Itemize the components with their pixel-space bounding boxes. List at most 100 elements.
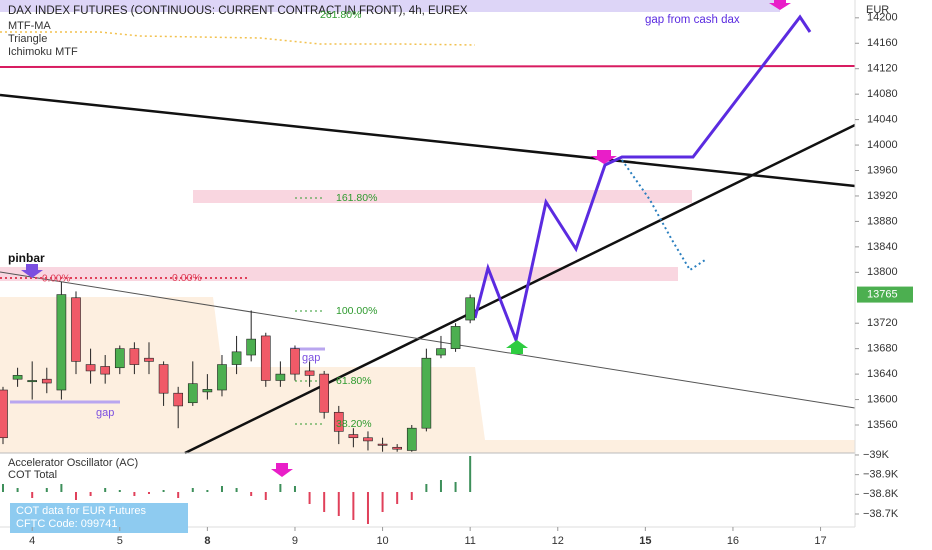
x-tick-label: 17 [814, 535, 826, 547]
ac-bar [469, 456, 472, 492]
y-tick-label: 13720 [867, 317, 898, 329]
candle-body [187, 383, 198, 404]
y2-tick-label: −39K [863, 449, 890, 461]
candle-body [275, 373, 286, 381]
ac-bar [177, 492, 180, 498]
panel-label: COT Total [8, 469, 57, 481]
ac-bar [396, 492, 399, 504]
x-tick-label: 12 [552, 535, 564, 547]
indicator: MTF-MA [8, 20, 51, 32]
ac-bar [323, 492, 326, 512]
chart-title: DAX INDEX FUTURES (CONTINUOUS: CURRENT C… [8, 5, 468, 17]
indicator: Ichimoku MTF [8, 46, 78, 58]
candle-body [173, 392, 184, 407]
ac-bar [352, 492, 355, 520]
annotation: 38.20% [336, 418, 372, 430]
candle-body [260, 335, 271, 381]
candle-body [465, 297, 475, 321]
ac-bar [235, 488, 238, 492]
x-tick-label: 8 [204, 535, 210, 547]
ac-bar [425, 484, 428, 492]
ac-bar [206, 490, 209, 492]
x-tick-label: 4 [29, 535, 35, 547]
ac-bar [250, 492, 253, 496]
ac-bar [147, 492, 150, 494]
texts: DAX INDEX FUTURES (CONTINUOUS: CURRENT C… [8, 4, 889, 530]
annotation: 0.00% [172, 272, 202, 284]
y-tick-label: 14040 [867, 114, 898, 126]
trend-up [184, 123, 856, 455]
ac-bar [31, 492, 34, 498]
ac-bar [366, 492, 369, 524]
ac-bar [162, 490, 165, 492]
projection [473, 14, 812, 346]
candle-body [27, 380, 38, 383]
trend-down [0, 93, 856, 188]
candle-body [304, 370, 315, 376]
y2-tick-label: −38.8K [863, 488, 899, 500]
annotation: pinbar [8, 251, 45, 265]
ac-bar [118, 490, 121, 492]
candle-body [129, 348, 140, 365]
candle-body [436, 348, 446, 356]
annotation: 161.80% [336, 192, 377, 204]
ac-bar [439, 480, 442, 492]
ac-bar [279, 484, 282, 492]
candle-body [421, 357, 432, 429]
y-tick-label: 13680 [867, 343, 898, 355]
ac-bar [16, 488, 19, 492]
note: COT data for EUR Futures [16, 505, 147, 517]
note: CFTC Code: 099741 [16, 518, 118, 530]
candle-body [85, 364, 96, 372]
candle-body [144, 357, 154, 362]
annotation: 261.80% [320, 9, 361, 21]
triangle-line [0, 271, 856, 409]
candle-body [114, 348, 125, 369]
ac-bar [60, 484, 63, 492]
y-tick-label: 14080 [867, 88, 898, 100]
x-tick-label: 16 [727, 535, 739, 547]
y-tick-label: 14000 [867, 139, 898, 151]
zone-0 [0, 267, 678, 281]
candle-body [377, 443, 388, 446]
annotation: 61.80% [336, 375, 372, 387]
ac-bar [220, 486, 223, 492]
candle-body [246, 338, 257, 356]
candle-body [56, 294, 67, 391]
arrow [21, 264, 43, 278]
ac-bar [74, 492, 77, 500]
price-tag-label: 13765 [867, 288, 898, 300]
annotation: gap [96, 407, 114, 419]
candle-body [202, 389, 213, 393]
candle-body [231, 351, 242, 365]
zone-161 [193, 190, 692, 203]
candle-body [319, 373, 330, 413]
alt-path [621, 159, 706, 272]
ac-bar [454, 482, 457, 492]
candle-body [363, 437, 373, 442]
ac-bar [1, 484, 4, 492]
arrow [769, 0, 791, 10]
annotation: gap from cash dax [645, 14, 740, 26]
ac-bar [89, 492, 92, 496]
candle-body [333, 411, 344, 432]
y-tick-label: 13880 [867, 215, 898, 227]
arrow [506, 340, 528, 354]
ac-bar [410, 492, 413, 500]
ac-bar [45, 488, 48, 492]
y2-tick-label: −38.9K [863, 469, 899, 481]
layout [0, 0, 856, 533]
y-tick-label: 13840 [867, 241, 898, 253]
ac-bar [293, 486, 296, 492]
ac-bar [308, 492, 311, 504]
x-tick-label: 11 [464, 535, 475, 547]
resistance [0, 65, 856, 68]
ac-bar [191, 488, 194, 492]
candle-body [392, 446, 402, 450]
ac-bar [264, 492, 267, 500]
x-tick-label: 15 [639, 535, 651, 547]
y-tick-label: 14200 [867, 12, 898, 24]
ac-bar [133, 492, 136, 496]
annotation: 0.00% [42, 274, 70, 285]
